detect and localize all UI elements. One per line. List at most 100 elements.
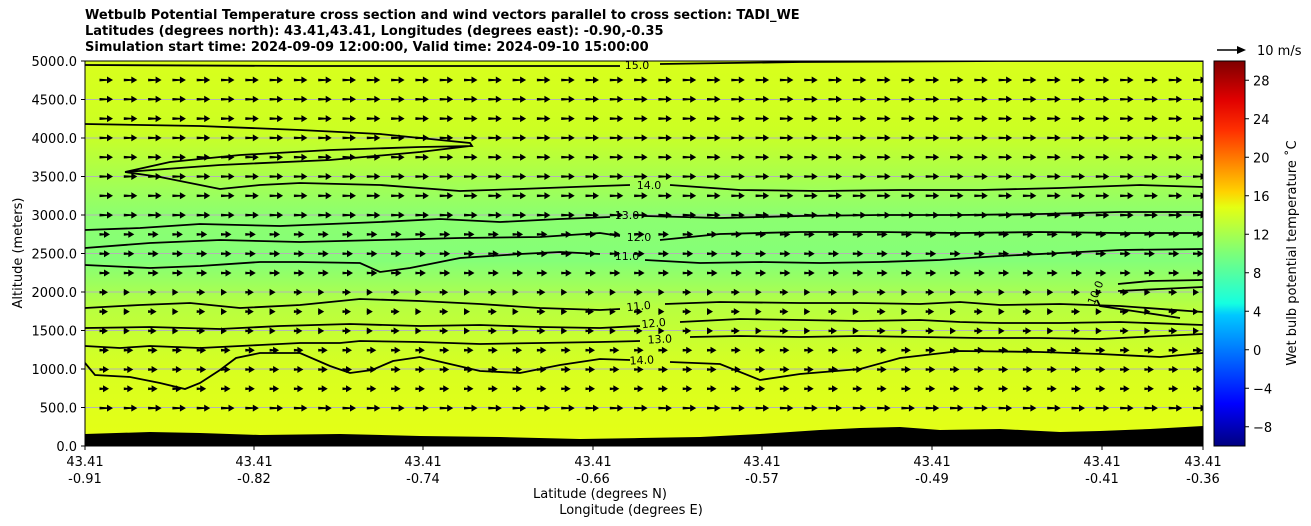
wind-vector-head <box>1123 385 1130 393</box>
wind-vector-head <box>540 366 547 373</box>
wind-vector-head <box>1103 95 1110 103</box>
wind-vector-head <box>614 230 621 238</box>
contour-line <box>1096 299 1181 319</box>
wind-vector-head <box>394 366 401 373</box>
wind-vector-head <box>325 404 332 412</box>
wind-vector-head <box>665 153 672 161</box>
wind-vector-head <box>904 385 911 393</box>
x-tick-lat: 43.41 <box>743 455 780 470</box>
wind-vector-head <box>1054 134 1061 142</box>
wind-vector-head <box>593 76 599 84</box>
wind-vector-head <box>831 308 837 316</box>
contour-label: 11.0 <box>626 299 652 314</box>
colorbar-tick-label: 28 <box>1253 74 1270 89</box>
wind-vector-head <box>393 327 400 335</box>
wind-vector-head <box>852 308 859 316</box>
wind-vector-head <box>733 288 740 296</box>
wind-vector-head <box>517 230 524 238</box>
wind-vector-head <box>325 134 332 142</box>
wind-vector-head <box>665 134 672 142</box>
wind-vector-head <box>930 269 937 277</box>
colorbar-tick-label: 20 <box>1253 151 1270 166</box>
wind-vector-head <box>1079 115 1085 123</box>
contour-label: 15.0 <box>625 59 650 72</box>
wind-vector-head <box>1079 76 1085 84</box>
y-tick-label: 3500.0 <box>32 171 78 186</box>
wind-vector-head <box>495 192 502 200</box>
wind-vector-head <box>301 95 308 103</box>
wind-vector-head <box>957 404 964 412</box>
colorbar-tick-label: 4 <box>1253 305 1261 320</box>
wind-vector-head <box>1079 95 1085 103</box>
wind-vector-head <box>685 288 692 296</box>
wind-vector-head <box>131 173 138 180</box>
wind-vector-head <box>831 327 837 335</box>
wind-vector-head <box>881 269 888 277</box>
wind-vector-head <box>322 250 329 258</box>
wind-vector-head <box>1123 366 1130 373</box>
x-tick-lon: -0.41 <box>1085 472 1119 487</box>
wind-vector-head <box>346 385 352 393</box>
wind-vector-head <box>1030 404 1037 412</box>
wind-vector-head <box>544 115 551 123</box>
wind-vector-head <box>398 173 405 180</box>
wind-vector-head <box>908 173 915 180</box>
wind-vector-head <box>884 192 891 200</box>
wind-vector-head <box>831 288 837 296</box>
wind-vector-head <box>833 250 839 258</box>
wind-vector-head <box>273 366 280 373</box>
wind-vector-head <box>787 192 794 200</box>
wind-vector-head <box>422 95 429 103</box>
wind-vector-head <box>1127 95 1134 103</box>
wind-vector-head <box>686 346 693 354</box>
wind-vector-head <box>228 76 235 84</box>
wind-vector-head <box>252 134 259 142</box>
wind-vector-head <box>102 288 108 296</box>
wind-vector-head <box>636 327 643 335</box>
wind-vector-head <box>590 230 596 238</box>
wind-vector-head <box>735 269 742 277</box>
wind-vector-head <box>200 385 207 393</box>
wind-vector-head <box>860 95 867 103</box>
wind-vector-head <box>836 95 842 103</box>
wind-vector-head <box>176 250 183 258</box>
wind-vector-head <box>252 95 259 103</box>
wind-vector-head <box>1127 76 1134 84</box>
wind-vector-head <box>1047 327 1054 335</box>
wind-vector-head <box>836 76 842 84</box>
wind-vector-head <box>447 115 454 123</box>
x-tick-lon: -0.82 <box>237 472 271 487</box>
wind-vector-head <box>881 250 888 258</box>
wind-vector-head <box>957 173 964 180</box>
wind-vector-head <box>1095 327 1102 335</box>
wind-vector-head <box>978 250 985 258</box>
wind-vector-head <box>350 115 356 123</box>
wind-vector-head <box>714 153 721 161</box>
wind-vector-head <box>1026 346 1033 354</box>
wind-vector-head <box>1050 366 1057 373</box>
wind-vector-head <box>836 134 842 142</box>
wind-vector-head <box>296 308 303 316</box>
wind-vector-head <box>398 211 405 219</box>
wind-vector-head <box>298 230 305 238</box>
wind-vector-head <box>662 230 669 238</box>
wind-vector-head <box>155 95 162 103</box>
wind-vector-head <box>1047 308 1054 316</box>
wind-vector-head <box>274 269 281 277</box>
wind-vector-head <box>590 250 596 258</box>
wind-vector-head <box>350 95 356 103</box>
wind-vector-head <box>808 269 815 277</box>
wind-vector-head <box>128 250 135 258</box>
colorbar-tick-label: 8 <box>1253 267 1261 282</box>
wind-vector-head <box>933 404 940 412</box>
wind-vector-head <box>127 366 134 373</box>
wind-vector-head <box>1147 366 1154 373</box>
wind-vector-head <box>638 269 645 277</box>
wind-vector-head <box>759 346 766 354</box>
wind-vector-head <box>928 327 935 335</box>
wind-vector-head <box>787 134 794 142</box>
wind-vector-head <box>131 115 138 123</box>
wind-vector-head <box>1151 211 1158 219</box>
wind-vector-head <box>464 308 470 316</box>
